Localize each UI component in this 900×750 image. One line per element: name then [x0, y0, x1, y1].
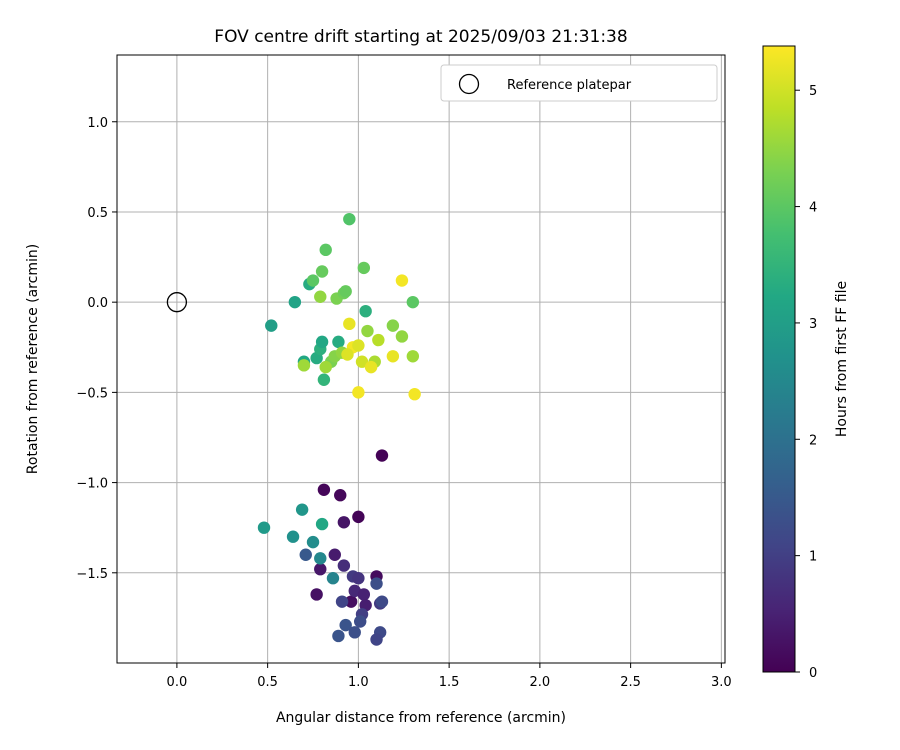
data-point — [257, 521, 271, 534]
data-point — [337, 516, 351, 529]
plot-frame — [116, 54, 726, 664]
y-tick-label: −1.5 — [76, 567, 108, 582]
data-point — [357, 588, 371, 601]
data-point — [343, 317, 356, 331]
data-point — [332, 335, 345, 349]
data-point — [317, 483, 331, 497]
data-points — [257, 212, 421, 646]
chart-title: FOV centre drift starting at 2025/09/03 … — [214, 27, 627, 47]
data-point — [395, 330, 409, 343]
data-point — [315, 335, 329, 349]
colorbar-gradient — [762, 45, 796, 673]
data-point — [408, 387, 421, 401]
data-point — [344, 595, 358, 608]
grid — [117, 55, 725, 663]
reference-platepar-marker — [166, 292, 188, 313]
colorbar: 0 1 2 3 4 5 Hours from first FF file — [762, 45, 850, 681]
colorbar-tick-label: 5 — [809, 84, 817, 99]
data-point — [319, 243, 332, 257]
data-point — [370, 577, 383, 590]
x-tick-label: 1.5 — [439, 675, 460, 690]
data-point — [314, 290, 327, 303]
data-point — [334, 489, 347, 502]
data-point — [343, 212, 356, 226]
data-point — [332, 629, 345, 643]
data-point — [315, 265, 329, 278]
colorbar-tick-label: 3 — [809, 317, 817, 332]
data-point — [295, 503, 309, 516]
data-point — [310, 588, 323, 601]
data-point — [306, 535, 320, 549]
data-point — [314, 552, 327, 565]
data-point — [319, 360, 332, 374]
data-point — [335, 595, 349, 608]
data-point — [375, 449, 389, 462]
data-point — [386, 350, 400, 363]
data-point — [306, 274, 320, 287]
x-axis-label: Angular distance from reference (arcmin) — [276, 710, 566, 726]
x-tick-label: 0.0 — [167, 675, 188, 690]
data-point — [299, 548, 312, 561]
x-tick-label: 1.0 — [348, 675, 369, 690]
legend: Reference platepar — [440, 64, 718, 102]
data-point — [337, 559, 351, 572]
legend-box — [440, 64, 718, 102]
x-tick-label: 2.0 — [530, 675, 551, 690]
data-point — [352, 339, 365, 352]
colorbar-tick-label: 1 — [809, 550, 817, 565]
legend-label: Reference platepar — [507, 78, 632, 93]
data-point — [286, 530, 300, 543]
x-axis-ticks: 0.0 0.5 1.0 1.5 2.0 2.5 3.0 — [167, 663, 732, 690]
data-point — [395, 274, 409, 287]
data-point — [361, 324, 374, 338]
data-point — [328, 548, 341, 561]
data-point — [364, 360, 378, 374]
legend-marker-open-circle — [458, 73, 480, 95]
colorbar-tick-label: 0 — [809, 666, 817, 681]
y-tick-label: −0.5 — [76, 386, 108, 401]
data-point — [288, 295, 302, 309]
y-tick-label: 1.0 — [87, 116, 108, 131]
colorbar-tick-label: 4 — [809, 201, 817, 216]
data-point — [339, 618, 352, 632]
data-point — [355, 355, 369, 368]
y-tick-label: 0.5 — [87, 206, 108, 221]
data-point — [352, 572, 365, 585]
x-tick-label: 3.0 — [711, 675, 732, 690]
colorbar-label: Hours from first FF file — [834, 281, 850, 437]
colorbar-tick-label: 2 — [809, 433, 817, 448]
y-axis-label: Rotation from reference (arcmin) — [25, 244, 41, 474]
data-point — [314, 562, 327, 576]
x-tick-label: 0.5 — [257, 675, 278, 690]
data-point — [317, 373, 331, 386]
data-point — [341, 348, 354, 361]
y-axis-ticks: −1.5 −1.0 −0.5 0.0 0.5 1.0 — [76, 116, 117, 582]
data-point — [297, 359, 311, 372]
colorbar-ticks: 0 1 2 3 4 5 — [795, 84, 817, 681]
data-point — [406, 295, 420, 309]
data-point — [375, 595, 389, 608]
data-point — [265, 319, 278, 332]
data-point — [326, 572, 340, 585]
x-tick-label: 2.5 — [620, 675, 641, 690]
data-point — [406, 350, 420, 363]
data-point — [359, 304, 372, 318]
data-point — [354, 615, 367, 628]
data-point — [370, 633, 383, 646]
data-point — [348, 626, 361, 639]
data-point — [352, 510, 365, 524]
data-point — [386, 319, 400, 332]
data-point — [352, 386, 365, 399]
data-point — [372, 333, 385, 347]
y-tick-label: 0.0 — [87, 296, 108, 311]
data-point — [315, 517, 329, 531]
data-point — [357, 261, 371, 275]
y-tick-label: −1.0 — [76, 477, 108, 492]
data-point — [339, 285, 352, 298]
